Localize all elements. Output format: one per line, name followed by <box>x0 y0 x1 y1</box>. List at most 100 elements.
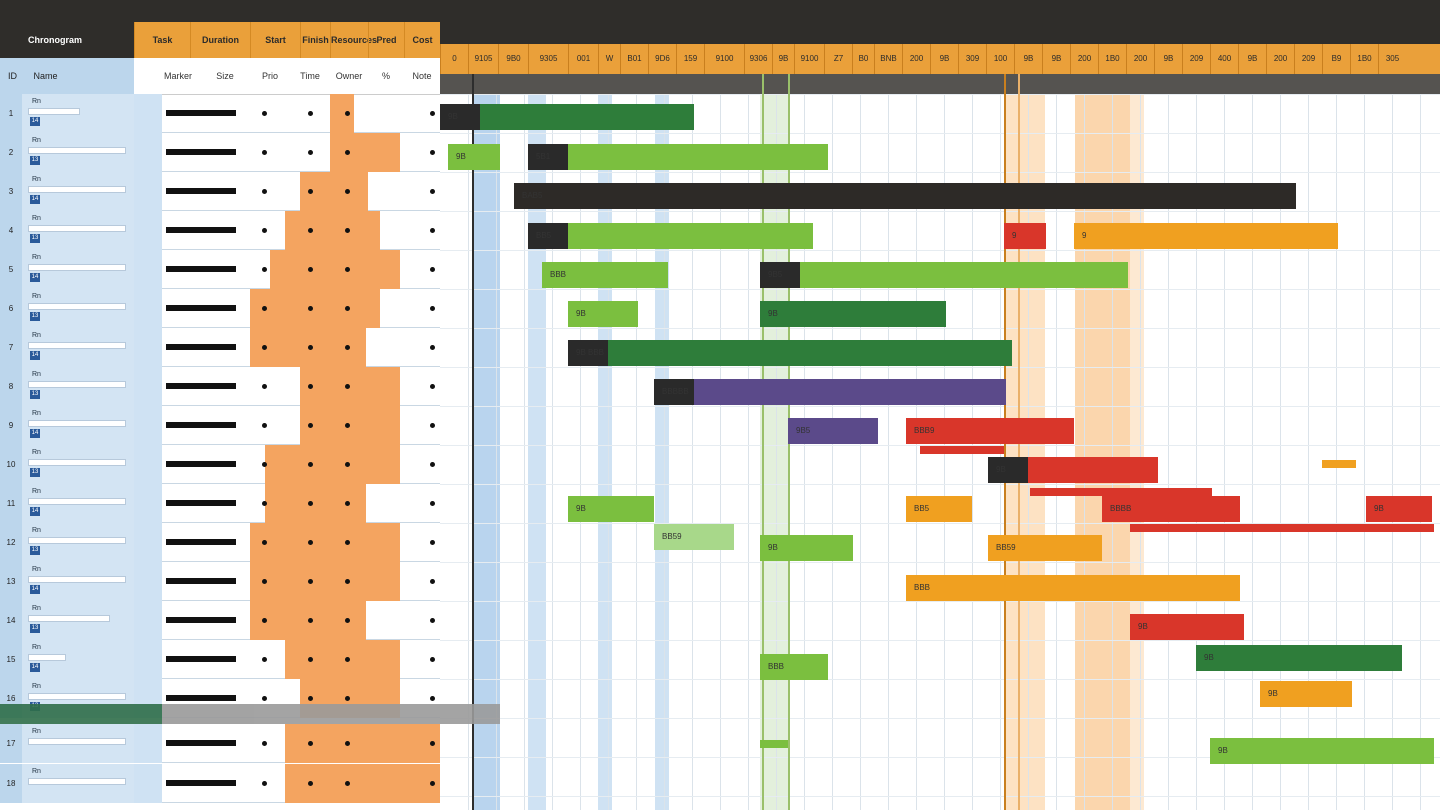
timeline-date-cell[interactable]: B9 <box>1322 44 1350 74</box>
task-row[interactable]: 2 Rn 13 <box>0 133 440 172</box>
timeline-date-cell[interactable]: 159 <box>676 44 704 74</box>
gantt-task-bar[interactable]: BBB <box>760 654 828 680</box>
header-col-task[interactable]: Task <box>134 22 190 58</box>
task-row[interactable]: 12 Rn 13 <box>0 523 440 562</box>
task-name-cell[interactable]: Rn 14 <box>22 94 134 133</box>
task-name-cell[interactable]: Rn 14 <box>22 640 134 679</box>
task-name-input[interactable] <box>28 778 126 785</box>
gantt-task-bar[interactable]: 9B <box>1130 614 1244 640</box>
header-col-resources[interactable]: Resources <box>330 22 377 58</box>
timeline-date-cell[interactable]: 305 <box>1378 44 1406 74</box>
timeline-date-cell[interactable]: 9105 <box>468 44 498 74</box>
timeline-date-cell[interactable]: 9B <box>1238 44 1266 74</box>
timeline-date-cell[interactable]: B01 <box>620 44 648 74</box>
timeline-date-cell[interactable]: 200 <box>1126 44 1154 74</box>
task-row[interactable]: 15 Rn 14 <box>0 640 440 679</box>
task-name-input[interactable] <box>28 459 126 466</box>
task-name-input[interactable] <box>28 147 126 154</box>
gantt-task-bar[interactable]: 9B <box>760 301 946 327</box>
task-name-input[interactable] <box>28 381 126 388</box>
gantt-task-bar[interactable]: 9B <box>1210 738 1434 764</box>
gantt-task-bar[interactable]: 9B5 <box>760 262 1128 288</box>
timeline-date-cell[interactable]: 0 <box>440 44 468 74</box>
gantt-task-bar[interactable]: 9B BBB <box>568 340 1012 366</box>
timeline-date-cell[interactable]: B0 <box>852 44 874 74</box>
task-name-input[interactable] <box>28 576 126 583</box>
gantt-task-bar[interactable]: BBB <box>542 262 668 288</box>
task-name-cell[interactable]: Rn <box>22 724 134 763</box>
gantt-task-bar[interactable]: BBBBB <box>654 379 1006 405</box>
task-name-cell[interactable]: Rn 14 <box>22 406 134 445</box>
header-col-finish[interactable]: Finish <box>300 22 330 58</box>
gantt-task-bar[interactable]: 9B <box>760 535 853 561</box>
gantt-task-bar[interactable]: 9B <box>448 144 500 170</box>
task-name-cell[interactable]: Rn 13 <box>22 523 134 562</box>
gantt-task-bar[interactable]: 9B <box>988 457 1158 483</box>
header-col-start[interactable]: Start <box>250 22 300 58</box>
timeline-date-cell[interactable]: 9B <box>1014 44 1042 74</box>
task-row[interactable]: 10 Rn 13 <box>0 445 440 484</box>
task-row[interactable]: 8 Rn 13 <box>0 367 440 406</box>
timeline-date-cell[interactable]: 100 <box>986 44 1014 74</box>
task-name-input[interactable] <box>28 108 80 115</box>
timeline-date-cell[interactable]: Z7 <box>824 44 852 74</box>
timeline-date-cell[interactable]: 1B0 <box>1350 44 1378 74</box>
timeline-date-cell[interactable]: 200 <box>1266 44 1294 74</box>
header-col-cost[interactable]: Cost <box>404 22 440 58</box>
task-name-cell[interactable]: Rn 13 <box>22 601 134 640</box>
task-row[interactable]: 17 Rn <box>0 724 440 763</box>
task-name-input[interactable] <box>28 738 126 745</box>
task-name-cell[interactable]: Rn 14 <box>22 328 134 367</box>
task-name-cell[interactable]: Rn 14 <box>22 250 134 289</box>
gantt-task-bar[interactable]: BAB5 <box>514 183 1296 209</box>
task-row[interactable]: 9 Rn 14 <box>0 406 440 445</box>
gantt-task-bar[interactable]: 9B <box>568 301 638 327</box>
timeline-date-cell[interactable]: 9D6 <box>648 44 676 74</box>
task-name-cell[interactable]: Rn 13 <box>22 367 134 406</box>
selected-row-highlight[interactable] <box>0 704 500 724</box>
task-name-input[interactable] <box>28 342 126 349</box>
header-chronogram[interactable]: Chronogram <box>0 22 134 58</box>
gantt-task-bar[interactable]: 5B1 <box>528 144 828 170</box>
header-col-pred[interactable]: Pred <box>368 22 404 58</box>
task-row[interactable]: 5 Rn 14 <box>0 250 440 289</box>
task-name-input[interactable] <box>28 537 126 544</box>
timeline-date-cell[interactable]: 9305 <box>528 44 568 74</box>
timeline-date-cell[interactable]: 1B0 <box>1098 44 1126 74</box>
gantt-task-bar[interactable]: BB59 <box>654 524 734 550</box>
task-name-cell[interactable]: Rn 14 <box>22 172 134 211</box>
task-name-cell[interactable]: Rn 13 <box>22 133 134 172</box>
timeline-date-cell[interactable]: 9B <box>930 44 958 74</box>
timeline-date-cell[interactable]: 209 <box>1294 44 1322 74</box>
task-name-cell[interactable]: Rn 13 <box>22 211 134 250</box>
task-name-input[interactable] <box>28 693 126 700</box>
timeline-date-cell[interactable]: 400 <box>1210 44 1238 74</box>
task-row[interactable]: 11 Rn 14 <box>0 484 440 523</box>
timeline-date-cell[interactable]: 200 <box>1070 44 1098 74</box>
task-name-input[interactable] <box>28 264 126 271</box>
gantt-task-bar[interactable]: BB59 <box>988 535 1102 561</box>
task-name-cell[interactable]: Rn <box>22 764 134 803</box>
timeline-date-cell[interactable]: 309 <box>958 44 986 74</box>
task-row[interactable]: 3 Rn 14 <box>0 172 440 211</box>
task-row[interactable]: 7 Rn 14 <box>0 328 440 367</box>
task-name-input[interactable] <box>28 498 126 505</box>
gantt-task-bar[interactable]: BBB9 <box>906 418 1074 444</box>
task-name-cell[interactable]: Rn 14 <box>22 484 134 523</box>
task-name-input[interactable] <box>28 186 126 193</box>
timeline-date-cell[interactable]: 9B <box>1042 44 1070 74</box>
gantt-task-bar[interactable]: 9B <box>1196 645 1402 671</box>
task-row[interactable]: 4 Rn 13 <box>0 211 440 250</box>
gantt-task-bar[interactable]: 9B <box>1260 681 1352 707</box>
timeline-date-cell[interactable]: BNB <box>874 44 902 74</box>
gantt-task-bar[interactable]: 9B <box>568 496 654 522</box>
timeline-date-cell[interactable]: 9100 <box>704 44 744 74</box>
timeline-date-cell[interactable]: 001 <box>568 44 598 74</box>
gantt-task-bar[interactable]: 9B5 <box>788 418 878 444</box>
task-name-input[interactable] <box>28 654 66 661</box>
task-name-cell[interactable]: Rn 13 <box>22 289 134 328</box>
gantt-task-bar[interactable]: BB5 <box>906 496 972 522</box>
task-name-cell[interactable]: Rn 13 <box>22 445 134 484</box>
task-name-input[interactable] <box>28 303 126 310</box>
task-name-input[interactable] <box>28 225 126 232</box>
